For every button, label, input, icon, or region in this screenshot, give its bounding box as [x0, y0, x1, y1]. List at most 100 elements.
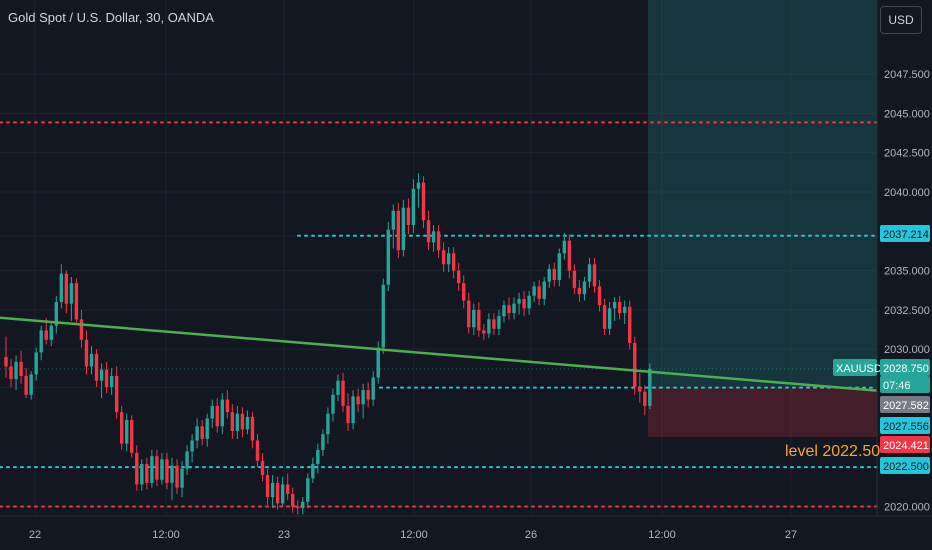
candle-body — [467, 300, 471, 328]
candle-body — [301, 501, 305, 509]
candle-body — [316, 449, 320, 465]
candle-body — [602, 305, 607, 329]
candle-body — [522, 298, 526, 309]
resistance-price-label: 2037.214 — [883, 229, 929, 241]
candle-body — [200, 426, 204, 439]
candle-body — [59, 273, 64, 303]
candle-body — [235, 413, 240, 432]
stop-price-label-box — [880, 436, 930, 453]
candle-body — [441, 250, 446, 265]
candle-body — [160, 459, 164, 480]
candle-body — [487, 319, 491, 334]
candle-body — [240, 413, 245, 430]
candle-body — [472, 309, 476, 328]
candle-body — [145, 464, 149, 483]
entry-price-label-box — [880, 417, 930, 434]
countdown-label-box — [880, 376, 930, 393]
candle-body — [406, 207, 411, 225]
candle-body — [622, 306, 627, 314]
candle-body — [225, 399, 230, 413]
candle-body — [401, 207, 406, 251]
candle-body — [49, 325, 53, 340]
candle-body — [638, 386, 642, 392]
candle-body — [542, 281, 546, 299]
x-tick-label: 23 — [278, 529, 290, 541]
candle-body — [44, 330, 48, 340]
gray-price-label-box — [880, 396, 930, 413]
candle-body — [180, 468, 184, 488]
candle-body — [306, 478, 310, 502]
candle-body — [84, 339, 89, 367]
candle-body — [275, 482, 280, 504]
trendline-layer[interactable] — [0, 316, 878, 392]
x-tick-label: 12:00 — [648, 529, 676, 541]
candle-body — [250, 416, 255, 441]
candle-body — [507, 305, 511, 314]
candle-body — [34, 352, 38, 375]
candle-body — [517, 298, 521, 304]
candle-body — [592, 264, 597, 287]
candle-body — [462, 283, 466, 301]
candle-body — [4, 357, 8, 367]
candle-body — [311, 464, 315, 479]
candle-body — [94, 353, 99, 381]
candle-body — [285, 484, 290, 494]
candle-body — [255, 440, 260, 461]
candle-body — [220, 399, 224, 427]
candle-body — [386, 229, 390, 285]
candle-body — [371, 377, 375, 400]
x-tick-label: 22 — [29, 529, 41, 541]
x-tick-label: 27 — [785, 529, 797, 541]
candle-body — [109, 375, 114, 387]
trendline[interactable] — [0, 316, 878, 392]
candle-body — [104, 369, 109, 387]
candle-body — [512, 303, 516, 314]
candle-body — [597, 286, 602, 306]
candle-body — [376, 347, 380, 378]
candle-body — [130, 420, 134, 454]
candle-body — [547, 269, 551, 282]
candle-body — [391, 210, 396, 230]
candle-body — [497, 316, 501, 329]
time-axis[interactable]: 22 12:00 23 12:00 26 12:00 27 — [0, 515, 932, 541]
candle-body — [155, 456, 159, 480]
currency-button[interactable]: USD — [880, 6, 922, 34]
candle-body — [9, 366, 13, 380]
candle-body — [19, 361, 23, 376]
candle-body — [381, 284, 385, 348]
resistance-price-label-box — [880, 225, 930, 242]
candle-body — [648, 368, 652, 406]
candle-body — [326, 413, 330, 435]
last-price-label-box — [880, 359, 930, 376]
candle-body — [482, 330, 486, 334]
candle-body — [421, 182, 426, 221]
candle-body — [436, 231, 441, 251]
target-zone — [648, 0, 877, 388]
candle-body — [54, 302, 58, 326]
candle-body — [431, 231, 436, 243]
stop-zone — [648, 387, 877, 437]
candle-body — [170, 465, 174, 483]
candle-body — [331, 394, 335, 414]
x-tick-label: 26 — [525, 529, 537, 541]
candle-body — [291, 493, 295, 507]
candle-body — [280, 484, 285, 504]
candle-body — [346, 405, 350, 424]
candle-body — [567, 240, 572, 271]
candle-body — [79, 319, 84, 340]
y-tick-label: 2032.500 — [884, 305, 930, 317]
candle-body — [356, 396, 360, 405]
candle-body — [270, 482, 275, 498]
candle-body — [457, 270, 461, 284]
y-tick-label: 2035.000 — [884, 266, 930, 278]
entry-price-label: 2027.556 — [883, 421, 929, 433]
y-tick-label: 2040.000 — [884, 187, 930, 199]
candle-body — [366, 390, 370, 400]
candle-body — [446, 253, 451, 265]
grid-layer — [0, 0, 877, 516]
candle-body — [190, 440, 194, 452]
candle-body — [562, 240, 567, 254]
candle-body — [582, 281, 587, 295]
